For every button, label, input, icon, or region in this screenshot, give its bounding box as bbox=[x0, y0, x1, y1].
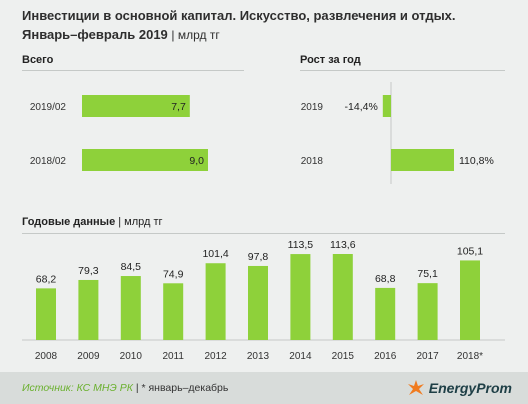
total-bar bbox=[82, 149, 208, 171]
title-line-2: Январь–февраль 2019 | млрд тг bbox=[22, 25, 522, 45]
annual-bar bbox=[120, 276, 141, 340]
annual-year-label: 2018* bbox=[457, 351, 483, 362]
logo: EnergyProm bbox=[406, 379, 512, 397]
annual-year-label: 2015 bbox=[332, 351, 355, 362]
annual-bar bbox=[417, 283, 438, 340]
annual-bar bbox=[248, 265, 268, 340]
annual-year-label: 2008 bbox=[35, 351, 58, 362]
charts-canvas: 2019/02 7,7 2018/02 9,0 2019 -14,4% 2018 110,8%… bbox=[22, 82, 505, 362]
title-period: Январь–февраль 2019 bbox=[22, 27, 168, 42]
annual-year-label: 2016 bbox=[374, 351, 397, 362]
annual-bar bbox=[163, 283, 184, 340]
annual-year-label: 2012 bbox=[204, 351, 227, 362]
growth-bar bbox=[391, 149, 454, 171]
growth-divider bbox=[300, 70, 505, 71]
annual-year-label: 2009 bbox=[77, 351, 100, 362]
annual-year-label: 2010 bbox=[120, 351, 143, 362]
source-note: Источник: КС МНЭ РК | * январь–декабрь bbox=[22, 382, 228, 394]
annual-year-label: 2017 bbox=[416, 351, 439, 362]
total-divider bbox=[22, 70, 244, 71]
growth-category-label: 2018 bbox=[301, 156, 324, 167]
footnote: | * январь–декабрь bbox=[132, 382, 229, 394]
annual-unit: | млрд тг bbox=[118, 216, 163, 228]
annual-bar-value: 113,5 bbox=[288, 239, 314, 251]
annual-bar-value: 74,9 bbox=[163, 268, 184, 280]
annual-year-label: 2014 bbox=[289, 351, 312, 362]
annual-bar bbox=[460, 260, 480, 340]
annual-bar-value: 97,8 bbox=[248, 251, 269, 263]
annual-bar bbox=[375, 287, 396, 340]
annual-bar-value: 75,1 bbox=[417, 268, 438, 280]
annual-bar bbox=[332, 254, 353, 340]
total-category-label: 2018/02 bbox=[30, 156, 67, 167]
annual-bar-value: 79,3 bbox=[78, 265, 99, 277]
annual-bar bbox=[290, 254, 311, 340]
annual-section-label: Годовые данные | млрд тг bbox=[22, 216, 163, 228]
title-line-1: Инвестиции в основной капитал. Искусство… bbox=[22, 8, 456, 23]
annual-divider bbox=[22, 233, 505, 234]
annual-year-label: 2013 bbox=[247, 351, 270, 362]
total-category-label: 2019/02 bbox=[30, 102, 67, 113]
annual-bar-value: 84,5 bbox=[121, 261, 142, 273]
total-bar-value: 9,0 bbox=[189, 155, 204, 167]
growth-bar-value: 110,8% bbox=[459, 155, 494, 167]
logo-text: EnergyProm bbox=[428, 380, 512, 396]
annual-bar bbox=[36, 288, 56, 340]
annual-bar bbox=[78, 279, 99, 340]
growth-section-label: Рост за год bbox=[300, 54, 361, 66]
total-bar bbox=[82, 95, 190, 117]
title-unit: | млрд тг bbox=[171, 28, 220, 42]
total-section-label: Всего bbox=[22, 54, 54, 66]
annual-bar-value: 68,2 bbox=[36, 273, 57, 285]
chart-title: Инвестиции в основной капитал. Искусство… bbox=[22, 6, 522, 45]
footer: Источник: КС МНЭ РК | * январь–декабрь E… bbox=[0, 372, 528, 404]
annual-bar-value: 68,8 bbox=[375, 273, 396, 285]
annual-year-label: 2011 bbox=[162, 351, 184, 362]
annual-bar bbox=[205, 263, 226, 340]
annual-bar-value: 113,6 bbox=[330, 239, 356, 251]
growth-category-label: 2019 bbox=[301, 102, 324, 113]
annual-bar-value: 101,4 bbox=[202, 248, 228, 260]
source-label: Источник: КС МНЭ РК bbox=[22, 382, 133, 394]
total-bar-value: 7,7 bbox=[171, 101, 186, 113]
growth-bar bbox=[382, 95, 391, 117]
annual-bar-value: 105,1 bbox=[457, 245, 483, 257]
annual-label-text: Годовые данные bbox=[22, 216, 116, 228]
growth-bar-value: -14,4% bbox=[345, 101, 378, 113]
energyprom-logo-icon bbox=[407, 380, 424, 395]
